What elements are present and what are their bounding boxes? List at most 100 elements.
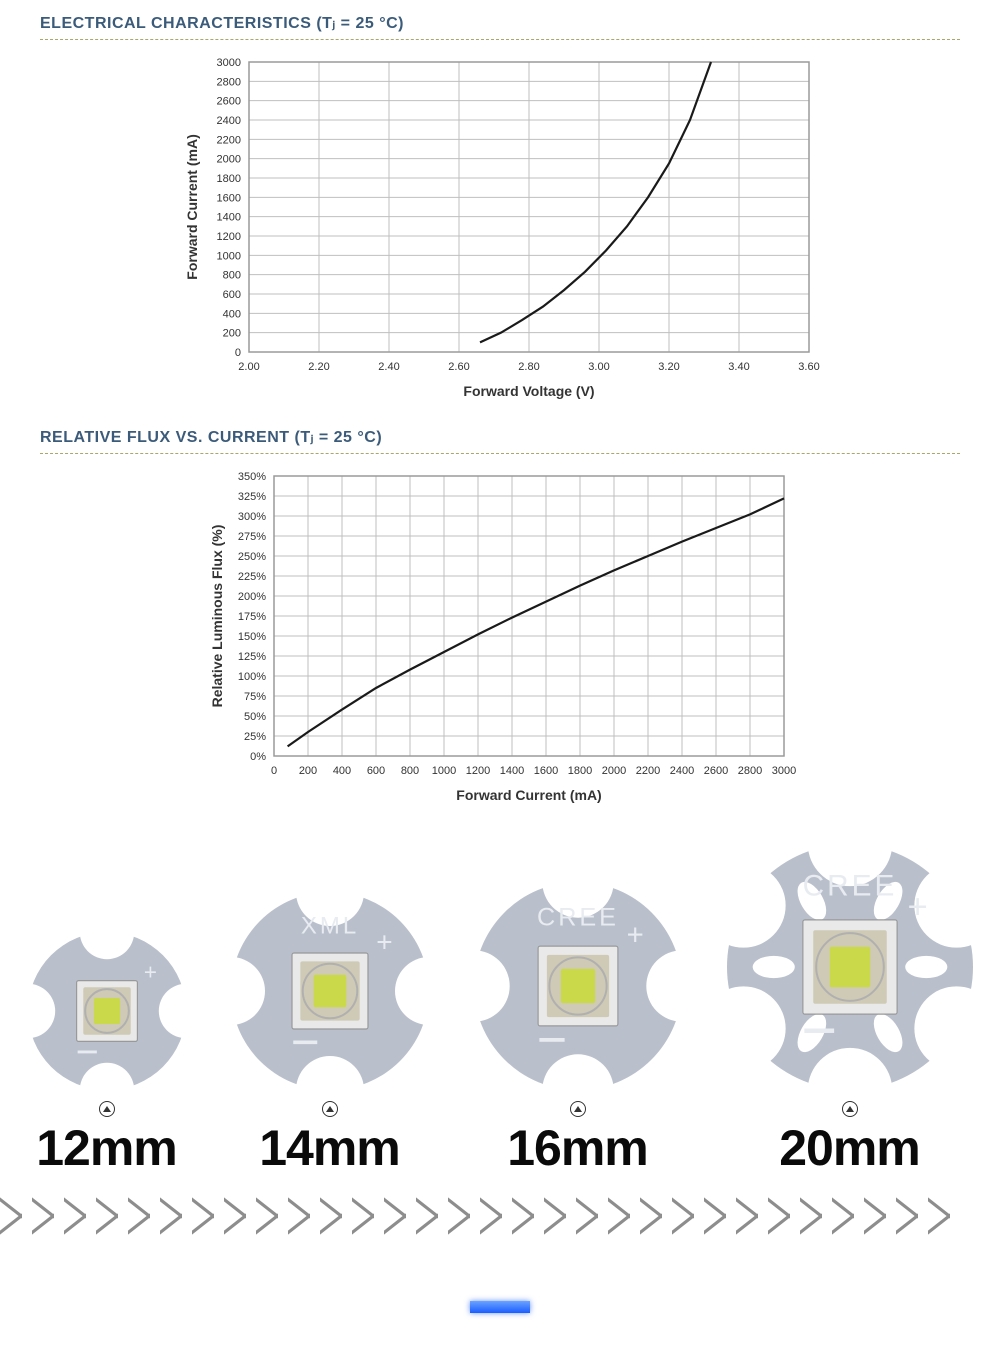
chevron-icon bbox=[512, 1196, 534, 1236]
svg-text:1800: 1800 bbox=[568, 765, 592, 777]
svg-text:2200: 2200 bbox=[636, 765, 660, 777]
chevron-icon bbox=[352, 1196, 374, 1236]
svg-text:400: 400 bbox=[223, 308, 241, 320]
svg-text:Forward Current (mA): Forward Current (mA) bbox=[184, 134, 200, 279]
chevron-icon bbox=[448, 1196, 470, 1236]
chevron-icon bbox=[672, 1196, 694, 1236]
size-label: 14mm bbox=[230, 1123, 430, 1173]
svg-text:1800: 1800 bbox=[217, 173, 241, 185]
chart-electrical: 2.002.202.402.602.803.003.203.403.600200… bbox=[40, 54, 960, 409]
svg-text:2.20: 2.20 bbox=[308, 361, 329, 373]
svg-text:600: 600 bbox=[367, 765, 385, 777]
svg-text:275%: 275% bbox=[238, 531, 266, 543]
svg-text:3.60: 3.60 bbox=[798, 361, 819, 373]
section-title-electrical: ELECTRICAL CHARACTERISTICS (Tⱼ = 25 °C) bbox=[40, 13, 960, 40]
svg-text:1200: 1200 bbox=[217, 231, 241, 243]
svg-text:+: + bbox=[907, 888, 927, 926]
arrow-up-icon bbox=[842, 1101, 858, 1117]
chevron-icon bbox=[256, 1196, 278, 1236]
chevron-icon bbox=[128, 1196, 150, 1236]
chevron-icon bbox=[864, 1196, 886, 1236]
section-title-flux: RELATIVE FLUX VS. CURRENT (Tⱼ = 25 °C) bbox=[40, 427, 960, 454]
svg-text:Forward Voltage (V): Forward Voltage (V) bbox=[463, 383, 594, 399]
svg-text:+: + bbox=[143, 959, 156, 984]
svg-text:25%: 25% bbox=[244, 731, 266, 743]
pcb-graphic: CREE + bbox=[726, 843, 974, 1091]
svg-text:+: + bbox=[376, 926, 392, 957]
svg-text:325%: 325% bbox=[238, 491, 266, 503]
svg-text:3.40: 3.40 bbox=[728, 361, 749, 373]
svg-text:350%: 350% bbox=[238, 471, 266, 483]
svg-text:0%: 0% bbox=[250, 751, 266, 763]
svg-text:400: 400 bbox=[333, 765, 351, 777]
arrow-up-icon bbox=[322, 1101, 338, 1117]
svg-text:CREE: CREE bbox=[802, 870, 897, 903]
svg-text:1400: 1400 bbox=[217, 212, 241, 224]
svg-text:1600: 1600 bbox=[534, 765, 558, 777]
svg-text:75%: 75% bbox=[244, 691, 266, 703]
chart-flux: 0 200 400 600 800 1000 1200 1400 1600 1800 2000 220… bbox=[40, 468, 960, 813]
chevron-icon bbox=[320, 1196, 342, 1236]
chevron-icon bbox=[832, 1196, 854, 1236]
svg-text:3000: 3000 bbox=[772, 765, 796, 777]
bottom-accent-bar bbox=[470, 1301, 530, 1313]
svg-text:2400: 2400 bbox=[217, 115, 241, 127]
arrow-up-icon bbox=[99, 1101, 115, 1117]
svg-text:3.00: 3.00 bbox=[588, 361, 609, 373]
size-label: 20mm bbox=[726, 1123, 974, 1173]
svg-text:200%: 200% bbox=[238, 591, 266, 603]
svg-text:225%: 225% bbox=[238, 571, 266, 583]
svg-text:250%: 250% bbox=[238, 551, 266, 563]
svg-text:3000: 3000 bbox=[217, 57, 241, 69]
svg-text:1400: 1400 bbox=[500, 765, 524, 777]
svg-text:2400: 2400 bbox=[670, 765, 694, 777]
product-item: +12mm bbox=[27, 931, 187, 1173]
svg-text:2000: 2000 bbox=[217, 154, 241, 166]
chevron-icon bbox=[800, 1196, 822, 1236]
svg-text:800: 800 bbox=[223, 270, 241, 282]
svg-text:1200: 1200 bbox=[466, 765, 490, 777]
chevron-icon bbox=[640, 1196, 662, 1236]
svg-text:2800: 2800 bbox=[217, 76, 241, 88]
svg-text:Relative Luminous Flux (%): Relative Luminous Flux (%) bbox=[209, 525, 225, 708]
svg-text:1000: 1000 bbox=[217, 250, 241, 262]
svg-text:2600: 2600 bbox=[217, 96, 241, 108]
svg-text:0: 0 bbox=[235, 347, 241, 359]
svg-text:2800: 2800 bbox=[738, 765, 762, 777]
chevron-icon bbox=[192, 1196, 214, 1236]
svg-text:800: 800 bbox=[401, 765, 419, 777]
chevron-icon bbox=[544, 1196, 566, 1236]
chevron-icon bbox=[896, 1196, 918, 1236]
svg-text:2200: 2200 bbox=[217, 134, 241, 146]
chevron-icon bbox=[384, 1196, 406, 1236]
product-item: CREE +20mm bbox=[726, 843, 974, 1173]
svg-text:XML: XML bbox=[300, 913, 358, 940]
pcb-graphic: XML + bbox=[230, 891, 430, 1091]
svg-text:2.00: 2.00 bbox=[238, 361, 259, 373]
svg-text:150%: 150% bbox=[238, 631, 266, 643]
svg-text:2000: 2000 bbox=[602, 765, 626, 777]
product-item: CREE+16mm bbox=[473, 881, 683, 1173]
svg-text:0: 0 bbox=[271, 765, 277, 777]
svg-text:CREE: CREE bbox=[537, 904, 619, 932]
chevron-icon bbox=[736, 1196, 758, 1236]
svg-text:175%: 175% bbox=[238, 611, 266, 623]
svg-text:2.80: 2.80 bbox=[518, 361, 539, 373]
arrow-up-icon bbox=[570, 1101, 586, 1117]
svg-text:600: 600 bbox=[223, 289, 241, 301]
chevron-icon bbox=[704, 1196, 726, 1236]
chevron-icon bbox=[608, 1196, 630, 1236]
svg-text:Forward Current (mA): Forward Current (mA) bbox=[456, 787, 601, 803]
chevron-icon bbox=[64, 1196, 86, 1236]
chevron-icon bbox=[224, 1196, 246, 1236]
chevron-icon bbox=[416, 1196, 438, 1236]
pcb-graphic: + bbox=[27, 931, 187, 1091]
svg-text:3.20: 3.20 bbox=[658, 361, 679, 373]
svg-text:1000: 1000 bbox=[432, 765, 456, 777]
svg-text:200: 200 bbox=[299, 765, 317, 777]
svg-text:300%: 300% bbox=[238, 511, 266, 523]
chevron-icon bbox=[768, 1196, 790, 1236]
svg-text:2600: 2600 bbox=[704, 765, 728, 777]
chevron-icon bbox=[0, 1196, 22, 1236]
size-label: 12mm bbox=[27, 1123, 187, 1173]
